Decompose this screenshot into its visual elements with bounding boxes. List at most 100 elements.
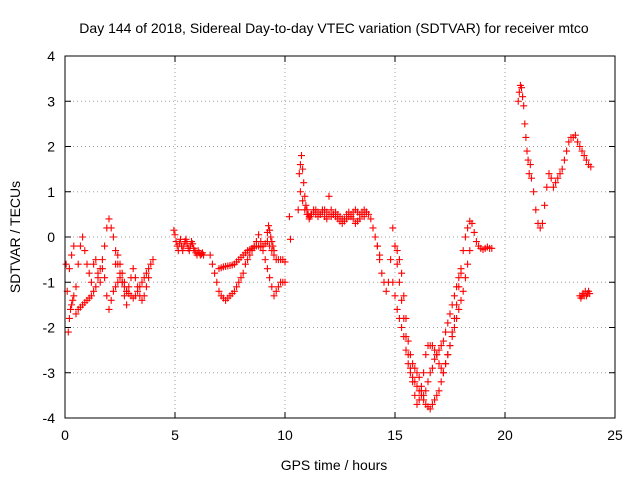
data-point [433, 351, 441, 359]
data-point [457, 296, 465, 304]
data-point [281, 258, 289, 266]
data-point [472, 238, 480, 246]
data-point [101, 242, 109, 250]
y-tick-label: 3 [47, 93, 55, 109]
data-point [541, 201, 549, 209]
data-point [149, 256, 157, 264]
data-point [422, 387, 430, 395]
y-tick-label: 4 [47, 48, 55, 64]
data-point [376, 256, 384, 264]
y-axis-label: SDTVAR / TECUs [7, 181, 23, 293]
data-point [362, 208, 370, 216]
data-point [116, 260, 124, 268]
data-point [92, 283, 100, 291]
data-point [554, 174, 562, 182]
data-point [422, 351, 430, 359]
data-point [435, 360, 443, 368]
data-point [103, 292, 111, 300]
data-point [171, 231, 179, 239]
data-point [382, 287, 390, 295]
data-point [391, 292, 399, 300]
data-point [547, 174, 555, 182]
data-point [349, 215, 357, 223]
data-point [514, 97, 522, 105]
data-point [233, 283, 241, 291]
data-point [369, 224, 377, 232]
data-point [466, 247, 474, 255]
data-point [310, 206, 318, 214]
data-point [574, 138, 582, 146]
data-point [404, 337, 412, 345]
series-seg-e1 [373, 217, 478, 408]
data-point [120, 278, 128, 286]
data-point [134, 283, 142, 291]
data-point [281, 278, 289, 286]
data-point [393, 260, 401, 268]
data-point [448, 301, 456, 309]
data-point [274, 283, 282, 291]
data-point [526, 161, 534, 169]
data-point [131, 274, 139, 282]
data-point [296, 188, 304, 196]
data-point [123, 287, 131, 295]
data-point [338, 219, 346, 227]
data-point [525, 170, 533, 178]
data-point [523, 147, 531, 155]
data-point [442, 328, 450, 336]
series-seg-a1 [62, 215, 131, 336]
data-point [378, 269, 386, 277]
data-point [72, 310, 80, 318]
data-point [522, 133, 530, 141]
data-point [453, 283, 461, 291]
data-point [470, 228, 478, 236]
data-point [67, 305, 74, 313]
data-point [109, 287, 117, 295]
data-point [138, 278, 146, 286]
data-point [464, 224, 472, 232]
data-point [325, 192, 333, 200]
series-seg-a3 [112, 251, 153, 304]
data-point [437, 364, 445, 372]
data-point [437, 342, 445, 350]
data-point [70, 242, 78, 250]
data-point [488, 244, 496, 252]
x-tick-label: 10 [277, 427, 293, 443]
data-point [145, 274, 153, 282]
data-point [453, 314, 461, 322]
data-point [393, 305, 401, 313]
data-point [65, 265, 73, 273]
data-point [299, 165, 307, 173]
data-point [147, 260, 155, 268]
data-point [389, 278, 397, 286]
data-point [413, 400, 421, 408]
series-seg-h [576, 287, 594, 302]
y-tick-label: -3 [43, 365, 56, 381]
data-point [437, 378, 445, 386]
series-seg-c3 [263, 222, 278, 255]
x-tick-label: 15 [387, 427, 403, 443]
plot-frame [64, 55, 616, 419]
data-point [387, 256, 395, 264]
data-point [398, 324, 406, 331]
data-point [389, 224, 397, 232]
data-point [105, 305, 113, 313]
data-point [90, 287, 98, 295]
data-point [81, 247, 89, 255]
data-point [270, 247, 278, 255]
data-point [433, 391, 441, 399]
data-point [459, 247, 467, 255]
data-point [411, 391, 419, 399]
data-point [189, 240, 197, 248]
data-point [518, 84, 525, 92]
data-point [420, 391, 428, 399]
data-point [255, 231, 263, 239]
data-point [114, 251, 122, 259]
data-point [70, 292, 78, 300]
data-point [409, 360, 417, 368]
data-point [578, 147, 586, 155]
data-point [323, 215, 331, 223]
data-point [235, 278, 243, 286]
data-point [431, 396, 439, 404]
data-point [261, 256, 269, 264]
data-point [527, 174, 535, 182]
